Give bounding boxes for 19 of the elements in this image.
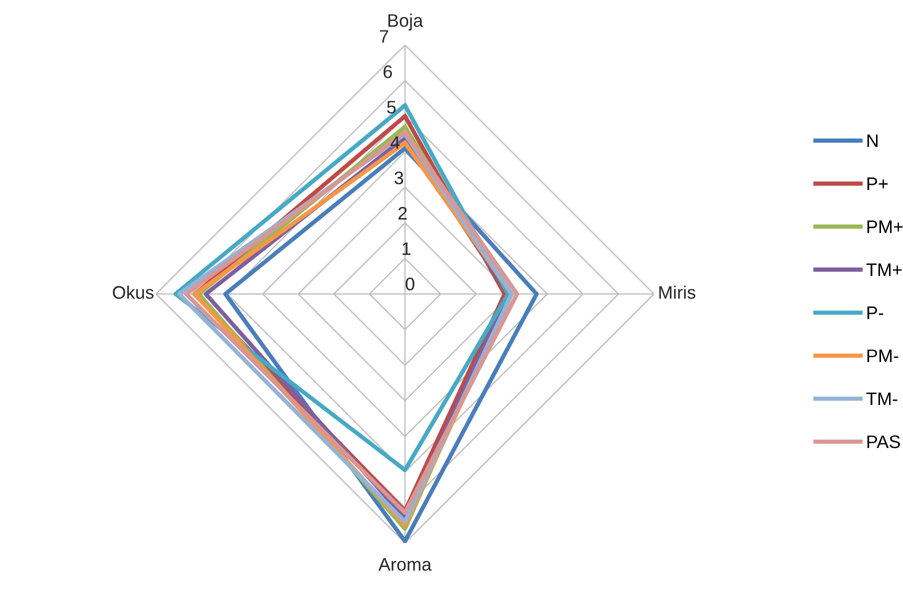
legend-label: PM+ [867,220,903,233]
y-tick-label: 2 [398,206,407,220]
legend-label: N [867,134,878,147]
spoke-label: Boja [388,14,424,30]
legend-label: P+ [867,178,888,190]
spoke-label: Aroma [378,558,432,571]
legend-label: PAS [867,435,900,448]
y-tick-label: 5 [387,100,396,114]
legend-label: TM+ [866,264,902,276]
y-tick-label: 7 [380,30,388,43]
spoke-label: Miris [659,286,696,299]
y-tick-label: 0 [406,278,414,290]
y-tick-label: 3 [394,172,404,184]
legend-label: TM- [866,392,898,405]
spoke-label: Okus [112,286,154,299]
legend-label: PM- [867,350,898,362]
y-tick-label: 6 [384,65,392,78]
legend-label: P- [867,306,884,319]
y-tick-label: 1 [402,242,410,255]
